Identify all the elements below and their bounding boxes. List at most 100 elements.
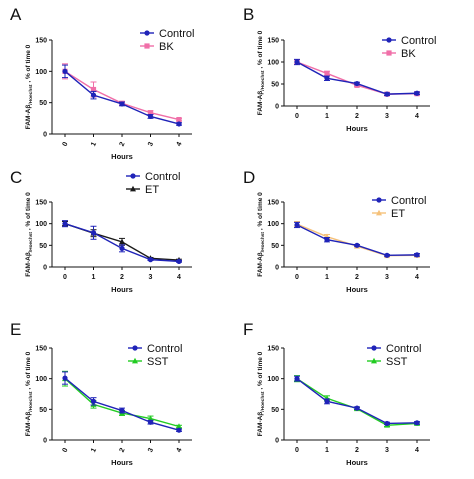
y-tick-label: 50 <box>39 407 47 414</box>
x-tick-label: 3 <box>149 274 153 281</box>
series-bk <box>62 63 182 123</box>
panel-letter: B <box>243 5 254 24</box>
x-tick-label: 1 <box>325 447 329 454</box>
legend-marker <box>386 50 392 56</box>
series-control <box>294 221 420 258</box>
panel-letter: C <box>10 168 22 187</box>
series-line <box>296 223 418 257</box>
series-line <box>296 378 418 425</box>
legend-label: Control <box>145 171 180 183</box>
legend-marker <box>376 197 382 203</box>
data-point <box>176 423 182 429</box>
data-point <box>384 252 390 258</box>
data-point <box>119 245 125 251</box>
x-tick-label: 2 <box>355 274 359 281</box>
series-line <box>296 61 418 95</box>
y-tick-label: 50 <box>271 243 279 250</box>
y-tick-label: 100 <box>35 69 47 76</box>
y-axis-label-main: FAM-Aβ <box>257 252 264 277</box>
y-tick-label: 100 <box>267 221 279 228</box>
data-point <box>384 420 390 427</box>
legend-marker <box>130 173 136 179</box>
x-tick-label: 0 <box>295 113 299 120</box>
panel-letter: A <box>10 5 22 24</box>
y-tick-label: 150 <box>35 38 47 45</box>
data-point <box>324 75 330 81</box>
legend-marker <box>144 30 150 36</box>
data-point <box>62 68 68 74</box>
x-tick-label: 4 <box>415 274 419 281</box>
y-axis-label-sub: /Hoechst <box>28 391 34 412</box>
y-tick-label: 0 <box>43 265 47 272</box>
y-axis-label: FAM-Aβ/Hoechst , % of time 0 <box>257 30 266 115</box>
y-axis-label-main: FAM-Aβ <box>257 412 264 437</box>
legend-marker <box>376 209 382 216</box>
x-tick-label: 4 <box>415 447 419 454</box>
y-tick-label: 0 <box>275 104 279 111</box>
y-tick-label: 100 <box>267 376 279 383</box>
x-tick-label: 0 <box>63 274 67 281</box>
x-tick-label: 3 <box>147 141 155 148</box>
y-axis-label-sub: /Hoechst <box>28 232 34 253</box>
x-tick-label: 1 <box>325 113 329 120</box>
series-line <box>296 224 418 257</box>
data-point <box>147 113 154 120</box>
x-tick-label: 3 <box>385 447 389 454</box>
y-axis-label-suffix: , % of time 0 <box>257 351 264 391</box>
data-point <box>414 252 420 258</box>
y-axis-label-suffix: , % of time 0 <box>257 30 264 70</box>
y-axis-label-main: FAM-Aβ <box>25 105 32 130</box>
legend-label: SST <box>147 356 169 368</box>
series-control <box>62 64 182 127</box>
legend-label: BK <box>401 48 416 60</box>
series-line <box>64 378 180 428</box>
panel-letter: E <box>10 320 21 339</box>
x-axis-label: Hours <box>111 152 133 161</box>
legend-marker <box>132 357 138 364</box>
y-tick-label: 150 <box>267 346 279 353</box>
series-line <box>296 61 418 95</box>
chart-panel-d: D 0 50 100 150 0 1 2 3 4 Hours FAM-Aβ/Hoechst , % o… <box>243 168 430 294</box>
x-tick-label: 2 <box>120 274 124 281</box>
x-tick-label: 1 <box>325 274 329 281</box>
y-tick-label: 0 <box>275 438 279 445</box>
x-tick-label: 3 <box>385 113 389 120</box>
x-tick-label: 0 <box>62 447 70 454</box>
legend-label: SST <box>386 356 408 368</box>
data-point <box>90 86 97 93</box>
x-tick-label: 4 <box>176 447 184 454</box>
data-point <box>176 258 182 264</box>
data-point <box>324 237 330 243</box>
data-point <box>354 242 360 248</box>
data-point <box>294 59 300 65</box>
data-point <box>119 407 125 414</box>
data-point <box>119 238 125 245</box>
data-point <box>147 110 154 116</box>
x-tick-label: 1 <box>90 141 98 148</box>
legend-label: ET <box>391 208 405 220</box>
y-axis-label: FAM-Aβ/Hoechst , % of time 0 <box>257 351 266 436</box>
x-axis-label: Hours <box>111 285 133 294</box>
y-axis-label-sub: /Hoechst <box>260 232 266 253</box>
data-point <box>414 420 420 426</box>
x-tick-label: 2 <box>119 447 127 454</box>
y-tick-label: 50 <box>271 82 279 89</box>
data-point <box>176 116 182 123</box>
y-tick-label: 100 <box>35 221 47 228</box>
x-axis-label: Hours <box>346 285 368 294</box>
y-axis-label-main: FAM-Aβ <box>25 252 32 277</box>
x-tick-label: 4 <box>176 141 184 148</box>
data-point <box>354 80 360 87</box>
x-tick-label: 0 <box>295 447 299 454</box>
series-line <box>296 378 418 426</box>
legend-label: ET <box>145 184 159 196</box>
series-et <box>62 220 182 263</box>
legend-marker <box>144 43 150 49</box>
y-axis-label: FAM-Aβ/Hoechst , % of time 0 <box>257 192 266 277</box>
series-control <box>294 58 420 97</box>
series-sst <box>62 370 182 429</box>
chart-panel-e: E 0 50 100 150 0 1 2 3 4 Hours FAM-Aβ/Hoechst , % o… <box>10 320 192 467</box>
data-point <box>147 415 154 421</box>
y-tick-label: 150 <box>35 346 47 353</box>
